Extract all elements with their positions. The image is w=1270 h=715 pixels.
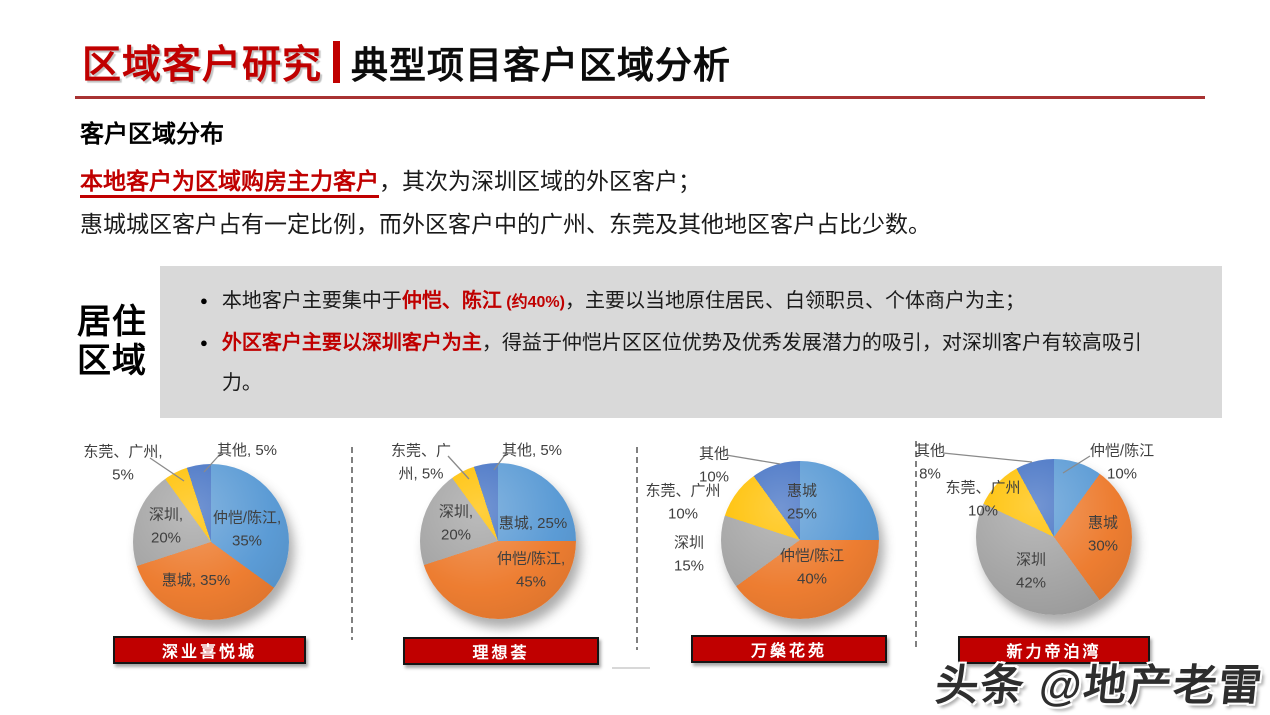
panel-side-label: 居住 区域 [77, 303, 147, 380]
bullet-dot-icon: ● [200, 293, 208, 308]
pie2-label-zhongkai: 仲恺/陈江, 45% [496, 550, 566, 591]
project-banner-3: 万燊花苑 [691, 635, 887, 663]
stray-gray-line [612, 667, 650, 669]
header: 区域客户研究 典型项目客户区域分析 [82, 34, 731, 90]
pie4-label-huicheng: 惠城 30% [1087, 514, 1119, 555]
intro-line-1-rest: ，其次为深圳区域的外区客户； [379, 168, 701, 194]
pie1-label-dongguan: 东莞、广州, 5% [83, 443, 163, 484]
page-title-section: 区域客户研究 [82, 44, 323, 87]
panel-bullet-1-text: 本地客户主要集中于仲恺、陈江 (约40%)，主要以当地原住居民、白领职员、个体商… [221, 290, 1025, 312]
leader-line [942, 452, 1033, 463]
pie-chart-lixianghui [420, 463, 576, 619]
pie3-label-dongguan: 东莞、广州 10% [645, 482, 721, 523]
title-separator-bar [333, 41, 341, 83]
pie4-label-zhongkai: 仲恺/陈江 10% [1089, 442, 1155, 483]
panel-bullet-2: ● 外区客户主要以深圳客户为主，得益于仲恺片区区位优势及优秀发展潜力的吸引，对深… [200, 323, 1202, 403]
pie2-label-dongguan: 东莞、广 州, 5% [390, 442, 452, 483]
pie3-label-huicheng: 惠城 25% [786, 482, 818, 523]
pie2-label-shenzhen: 深圳, 20% [438, 503, 474, 544]
section-subtitle: 客户区域分布 [80, 121, 224, 148]
pie3-label-zhongkai: 仲恺/陈江 40% [779, 547, 845, 588]
bullet-dot-icon: ● [200, 335, 208, 350]
pie3-label-qita: 其他 10% [698, 445, 730, 486]
intro-line-1: 本地客户为区域购房主力客户，其次为深圳区域的外区客户； [80, 160, 1230, 203]
pie2-label-huicheng: 惠城, 25% [498, 514, 568, 532]
project-banner-2: 理想荟 [403, 637, 599, 665]
pie-chart-shenye-xiyuecheng [133, 464, 289, 620]
pie-chart-xinli-diboWan [976, 459, 1132, 615]
project-banner-4: 新力帝泊湾 [958, 636, 1150, 664]
residence-panel: ● 本地客户主要集中于仲恺、陈江 (约40%)，主要以当地原住居民、白领职员、个… [160, 266, 1222, 418]
intro-paragraph: 本地客户为区域购房主力客户，其次为深圳区域的外区客户； 惠城城区客户占有一定比例… [80, 160, 1230, 246]
pie4-label-qita: 其他 8% [914, 442, 946, 483]
header-rule [75, 96, 1205, 99]
intro-line-2: 惠城城区客户占有一定比例，而外区客户中的广州、东莞及其他地区客户占比少数。 [80, 211, 931, 237]
pie2-label-qita: 其他, 5% [501, 441, 563, 459]
leader-line [725, 454, 781, 465]
toutiao-watermark: 头条 @地产老雷 [933, 662, 1267, 710]
page-title-topic: 典型项目客户区域分析 [351, 45, 732, 86]
project-banner-1: 深业喜悦城 [113, 636, 306, 664]
intro-highlight: 本地客户为区域购房主力客户 [80, 168, 379, 198]
pie3-label-shenzhen: 深圳 15% [673, 534, 705, 575]
panel-bullet-1: ● 本地客户主要集中于仲恺、陈江 (约40%)，主要以当地原住居民、白领职员、个… [200, 281, 1202, 323]
pie4-label-dongguan: 东莞、广州 10% [945, 479, 1021, 520]
pie1-label-qita: 其他, 5% [216, 441, 278, 459]
pie4-label-shenzhen: 深圳 42% [1015, 551, 1047, 592]
pie1-label-shenzhen: 深圳, 20% [148, 506, 184, 547]
panel-bullet-2-text: 外区客户主要以深圳客户为主，得益于仲恺片区区位优势及优秀发展潜力的吸引，对深圳客… [221, 332, 1142, 394]
pie1-label-huicheng: 惠城, 35% [161, 571, 231, 589]
pie-chart-wanshen-huayuan [721, 461, 879, 619]
pie1-label-zhongkai: 仲恺/陈江, 35% [212, 509, 282, 550]
